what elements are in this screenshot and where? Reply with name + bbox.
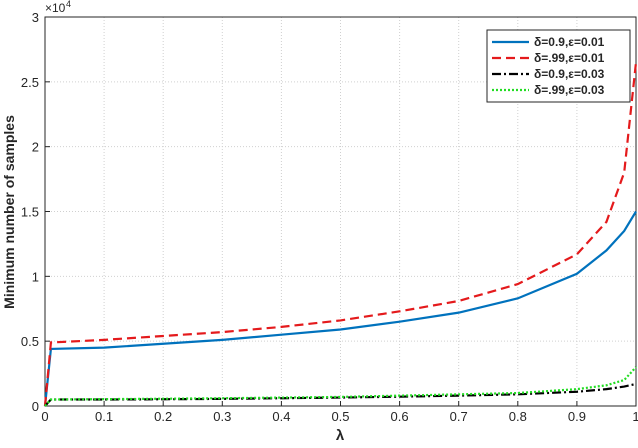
- legend-label: δ=.99,ε=0.01: [534, 51, 605, 65]
- x-tick-label: 0.4: [272, 409, 290, 424]
- x-tick-label: 0.6: [391, 409, 409, 424]
- x-tick-label: 0.9: [568, 409, 586, 424]
- x-axis-label: λ: [336, 427, 345, 444]
- x-tick-label: 0.5: [331, 409, 349, 424]
- y-axis-label: Minimum number of samples: [1, 115, 17, 309]
- legend: δ=0.9,ε=0.01 δ=.99,ε=0.01 δ=0.9,ε=0.03 δ=.9…: [486, 29, 631, 103]
- y-tick-label: 2: [32, 140, 39, 155]
- x-tick-label: 0.2: [154, 409, 172, 424]
- y-exponent: 4: [66, 0, 71, 9]
- y-tick-label: 2.5: [21, 75, 39, 90]
- x-tick-label: 0.7: [450, 409, 468, 424]
- legend-label: δ=.99,ε=0.03: [534, 83, 605, 97]
- y-tick-label: 1: [32, 269, 39, 284]
- y-exponent-base: ×10: [45, 1, 66, 15]
- y-tick-label: 0: [32, 399, 39, 414]
- y-tick-label: 0.5: [21, 334, 39, 349]
- x-tick-label: 0.3: [213, 409, 231, 424]
- series-line: [43, 210, 637, 407]
- x-tick-label: 0.1: [95, 409, 113, 424]
- x-tick-label: 1: [632, 409, 638, 424]
- series-line: [43, 62, 638, 407]
- legend-label: δ=0.9,ε=0.01: [534, 35, 605, 49]
- y-tick-label: 3: [32, 10, 39, 25]
- legend-label: δ=0.9,ε=0.03: [534, 67, 605, 81]
- x-tick-label: 0: [41, 409, 48, 424]
- x-tick-label: 0.8: [509, 409, 527, 424]
- series-line: [44, 382, 637, 407]
- y-tick-label: 1.5: [21, 205, 39, 220]
